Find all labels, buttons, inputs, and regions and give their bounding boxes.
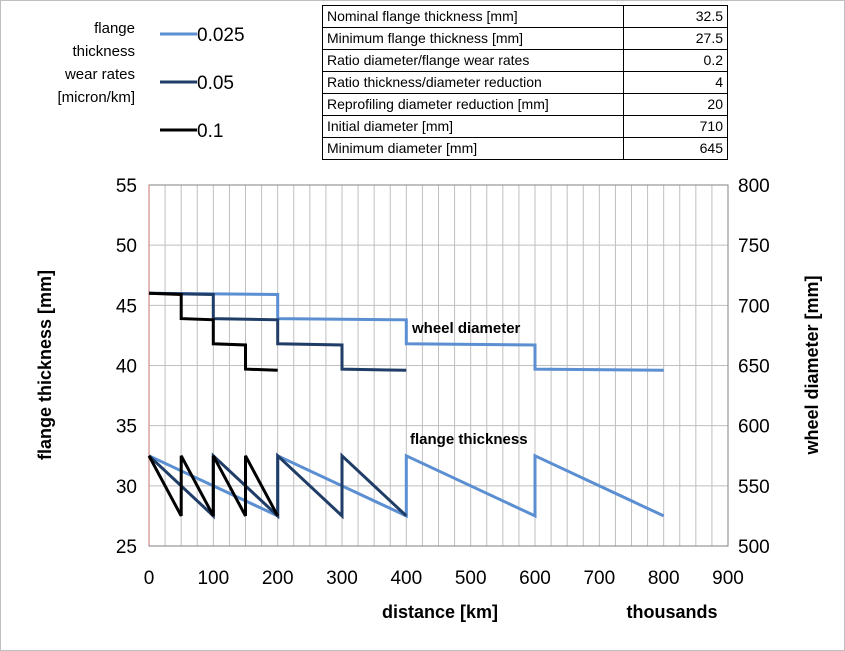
y2-tick-label: 750	[738, 236, 770, 257]
legend: flange thickness wear rates [micron/km] …	[57, 20, 244, 142]
y2-tick-label: 600	[738, 417, 770, 438]
parameter-name: Nominal flange thickness [mm]	[322, 5, 624, 28]
x-tick-label: 500	[455, 568, 487, 589]
parameter-name: Minimum flange thickness [mm]	[322, 27, 624, 50]
parameter-name: Reprofiling diameter reduction [mm]	[322, 93, 624, 116]
table-row: Ratio thickness/diameter reduction 4	[322, 71, 728, 94]
y-tick-label: 30	[116, 477, 137, 498]
x-tick-label: 0	[144, 568, 155, 589]
parameter-value: 32.5	[623, 5, 728, 28]
x-axis-unit-label: thousands	[626, 602, 717, 622]
y2-tick-label: 700	[738, 296, 770, 317]
x-tick-label: 600	[519, 568, 551, 589]
series-line-diameter-005	[148, 291, 407, 372]
x-tick-label: 200	[262, 568, 294, 589]
x-tick-label: 400	[390, 568, 422, 589]
annotation-flange-thickness: flange thickness	[410, 431, 528, 448]
y2-tick-label: 550	[738, 477, 770, 498]
y2-axis-title: wheel diameter [mm]	[802, 275, 822, 455]
table-row: Ratio diameter/flange wear rates 0.2	[322, 49, 728, 72]
series-lines	[147, 291, 665, 520]
x-tick-label: 800	[648, 568, 680, 589]
legend-title-line: flange	[94, 20, 135, 37]
legend-title-line: wear rates	[64, 66, 135, 83]
x-axis-title: distance [km]	[382, 602, 498, 622]
series-line-flange-01	[147, 455, 280, 517]
y2-tick-label: 800	[738, 176, 770, 197]
table-row: Reprofiling diameter reduction [mm] 20	[322, 93, 728, 116]
table-row: Minimum flange thickness [mm] 27.5	[322, 27, 728, 50]
parameter-name: Minimum diameter [mm]	[322, 137, 624, 160]
parameter-value: 0.2	[623, 49, 728, 72]
y2-tick-label: 500	[738, 537, 770, 558]
y-axis-title: flange thickness [mm]	[35, 270, 55, 460]
legend-label-005: 0.05	[197, 73, 234, 94]
parameter-value: 710	[623, 115, 728, 138]
parameter-name: Initial diameter [mm]	[322, 115, 624, 138]
y-tick-label: 50	[116, 236, 137, 257]
parameter-value: 645	[623, 137, 728, 160]
table-row: Initial diameter [mm] 710	[322, 115, 728, 138]
parameter-name: Ratio thickness/diameter reduction	[322, 71, 624, 94]
parameter-value: 20	[623, 93, 728, 116]
parameter-name: Ratio diameter/flange wear rates	[322, 49, 624, 72]
x-tick-label: 100	[197, 568, 229, 589]
parameter-value: 27.5	[623, 27, 728, 50]
axes	[148, 184, 729, 547]
parameters-table: Nominal flange thickness [mm] 32.5 Minimu…	[322, 5, 728, 160]
table-row: Minimum diameter [mm] 645	[322, 137, 728, 160]
y-tick-label: 45	[116, 296, 137, 317]
x-tick-label: 700	[583, 568, 615, 589]
tick-labels: 0 100 200 300 400 500 600 700 800 900 25 30 35 40 45 50…	[116, 176, 770, 589]
legend-title-line: [micron/km]	[57, 89, 135, 106]
legend-title-line: thickness	[72, 43, 135, 60]
y-tick-label: 40	[116, 357, 137, 378]
legend-label-0025: 0.025	[197, 25, 245, 46]
y-tick-label: 25	[116, 537, 137, 558]
y-tick-label: 35	[116, 417, 137, 438]
x-tick-label: 900	[712, 568, 744, 589]
series-line-diameter-0025	[148, 291, 664, 372]
annotation-wheel-diameter: wheel diameter	[411, 320, 521, 337]
y2-tick-label: 650	[738, 357, 770, 378]
y-tick-label: 55	[116, 176, 137, 197]
x-tick-label: 300	[326, 568, 358, 589]
parameter-value: 4	[623, 71, 728, 94]
legend-label-01: 0.1	[197, 121, 223, 142]
table-row: Nominal flange thickness [mm] 32.5	[322, 5, 728, 28]
series-line-diameter-01	[148, 291, 278, 372]
